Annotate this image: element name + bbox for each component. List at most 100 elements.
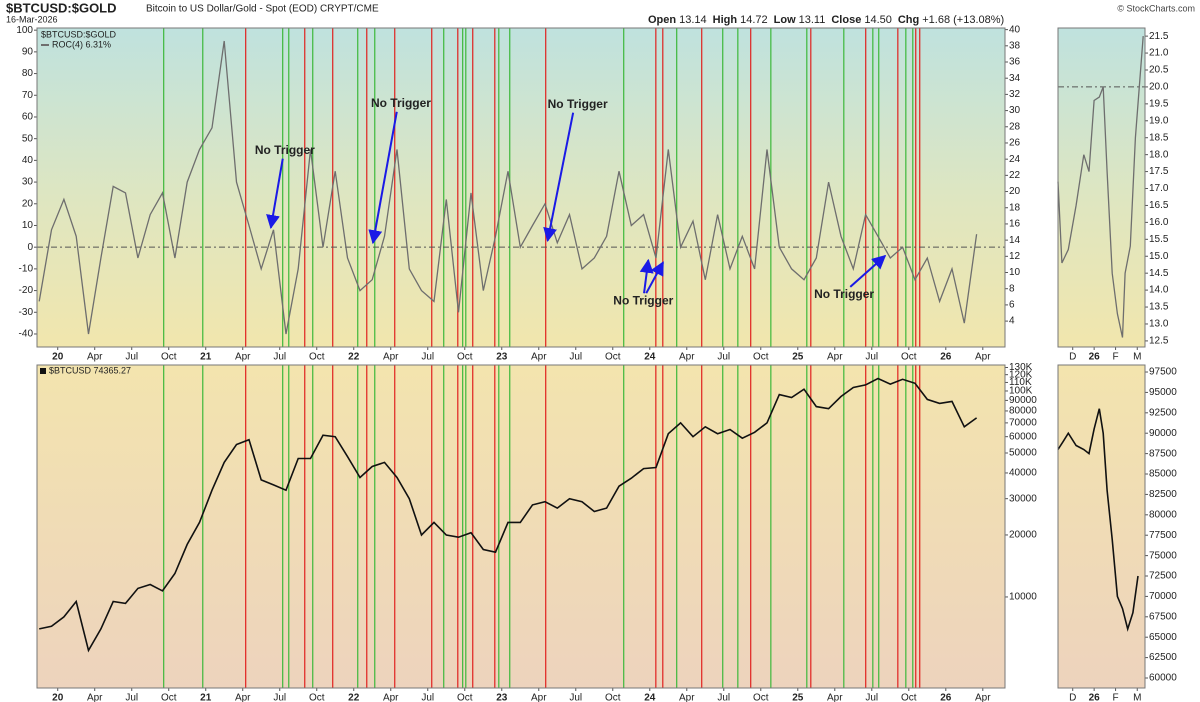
x-tick-label: M [1133, 693, 1141, 702]
y2-tick-label: 30 [1009, 105, 1021, 116]
x-tick-label: 26 [1089, 693, 1101, 702]
y2-tick-label: 32 [1009, 89, 1021, 100]
x-tick-label: 23 [496, 693, 508, 702]
x-tick-label: Apr [827, 693, 843, 702]
y-tick-label: 60 [22, 112, 34, 123]
y-tick-label: 13.5 [1149, 302, 1169, 313]
y-tick-label: -20 [19, 285, 34, 296]
y2-tick-label: 40 [1009, 24, 1021, 35]
x-tick-label: Jul [865, 352, 878, 363]
x-tick-label: Apr [975, 693, 991, 702]
y-tick-label: 100 [16, 25, 33, 36]
y-tick-label: 12.5 [1149, 336, 1169, 347]
x-tick-label: Oct [309, 352, 325, 363]
series-line [1057, 36, 1144, 338]
x-tick-label: D [1069, 693, 1076, 702]
legend-title: $BTCUSD:$GOLD [41, 29, 117, 39]
x-tick-label: 22 [348, 352, 360, 363]
copyright: © StockCharts.com [1117, 3, 1195, 13]
x-tick-label: Oct [901, 352, 917, 363]
x-tick-label: Apr [235, 693, 251, 702]
x-tick-label: 25 [792, 352, 804, 363]
y-tick-label: 19.5 [1149, 98, 1169, 109]
x-tick-label: Apr [383, 352, 399, 363]
x-tick-label: Oct [457, 352, 473, 363]
date: 16-Mar-2026 [6, 14, 58, 24]
x-tick-label: Apr [531, 352, 547, 363]
quote: Open 13.14 High 14.72 Low 13.11 Close 14.50 Chg +… [648, 14, 1004, 26]
x-tick-label: Jul [273, 693, 286, 702]
y-tick-label: 17.0 [1149, 183, 1169, 194]
y-tick-label: 50 [22, 133, 34, 144]
y-tick-label: 67500 [1149, 611, 1177, 622]
x-tick-label: 26 [940, 352, 952, 363]
y-tick-label: 120K [1009, 369, 1033, 380]
y-tick-label: 97500 [1149, 367, 1177, 378]
panel-background [37, 365, 1005, 688]
y-tick-label: 90000 [1009, 395, 1037, 406]
y-tick-label: 10 [22, 220, 34, 231]
y-tick-label: 82500 [1149, 489, 1177, 500]
y-tick-label: 60000 [1149, 673, 1177, 684]
x-tick-label: F [1113, 352, 1119, 363]
x-tick-label: Jul [125, 352, 138, 363]
y2-tick-label: 14 [1009, 235, 1021, 246]
x-tick-label: Apr [679, 352, 695, 363]
panel-frame [36, 364, 1006, 689]
y-tick-label: 19.0 [1149, 115, 1169, 126]
legend-entry: $BTCUSD 74365.27 [49, 365, 131, 375]
x-tick-label: 20 [52, 352, 64, 363]
x-tick-label: 20 [52, 693, 64, 702]
annotation: No Trigger [548, 97, 608, 111]
x-tick-label: 26 [1089, 352, 1101, 363]
x-tick-label: Apr [975, 352, 991, 363]
x-tick-label: 24 [644, 693, 656, 702]
x-tick-label: 25 [792, 693, 804, 702]
y-tick-label: 30000 [1009, 493, 1037, 504]
y-tick-label: 14.0 [1149, 285, 1169, 296]
quote-label: High [713, 14, 738, 26]
y2-tick-label: 12 [1009, 251, 1021, 262]
y-tick-label: 50000 [1009, 448, 1037, 459]
y2-tick-label: 4 [1009, 316, 1015, 327]
annotation-arrow [639, 258, 654, 294]
x-tick-label: Oct [309, 693, 325, 702]
x-tick-label: 26 [940, 693, 952, 702]
series-line [38, 40, 978, 335]
y-tick-label: 65000 [1149, 632, 1177, 643]
annotation-arrow [368, 111, 398, 245]
panel-frame [36, 27, 1006, 348]
y2-tick-label: 18 [1009, 202, 1021, 213]
y-tick-label: 70 [22, 90, 34, 101]
x-tick-label: Apr [679, 693, 695, 702]
y2-tick-label: 28 [1009, 121, 1021, 132]
y-tick-label: 13.0 [1149, 319, 1169, 330]
x-tick-label: Apr [87, 352, 103, 363]
y-tick-label: 0 [27, 242, 33, 253]
x-tick-label: Apr [87, 693, 103, 702]
x-tick-label: Apr [383, 693, 399, 702]
x-tick-label: Jul [273, 352, 286, 363]
x-tick-label: M [1133, 352, 1141, 363]
y-tick-label: 16.0 [1149, 217, 1169, 228]
x-tick-label: Oct [161, 352, 177, 363]
y-tick-label: 100K [1009, 386, 1033, 397]
y-tick-label: 20.0 [1149, 82, 1169, 93]
y2-tick-label: 34 [1009, 73, 1021, 84]
y-tick-label: 87500 [1149, 448, 1177, 459]
panel-frame [1057, 364, 1146, 689]
x-tick-label: Jul [717, 693, 730, 702]
y2-tick-label: 24 [1009, 154, 1021, 165]
x-tick-label: Oct [753, 352, 769, 363]
y2-tick-label: 6 [1009, 300, 1015, 311]
x-tick-label: Jul [569, 693, 582, 702]
quote-label: Open [648, 14, 676, 26]
x-tick-label: Oct [901, 693, 917, 702]
y-tick-label: 75000 [1149, 550, 1177, 561]
y-tick-label: 80000 [1149, 509, 1177, 520]
y-tick-label: 14.5 [1149, 268, 1169, 279]
x-tick-label: Oct [605, 352, 621, 363]
y-tick-label: 21.0 [1149, 48, 1169, 59]
x-tick-label: F [1113, 693, 1119, 702]
panel-frame [1057, 27, 1146, 348]
